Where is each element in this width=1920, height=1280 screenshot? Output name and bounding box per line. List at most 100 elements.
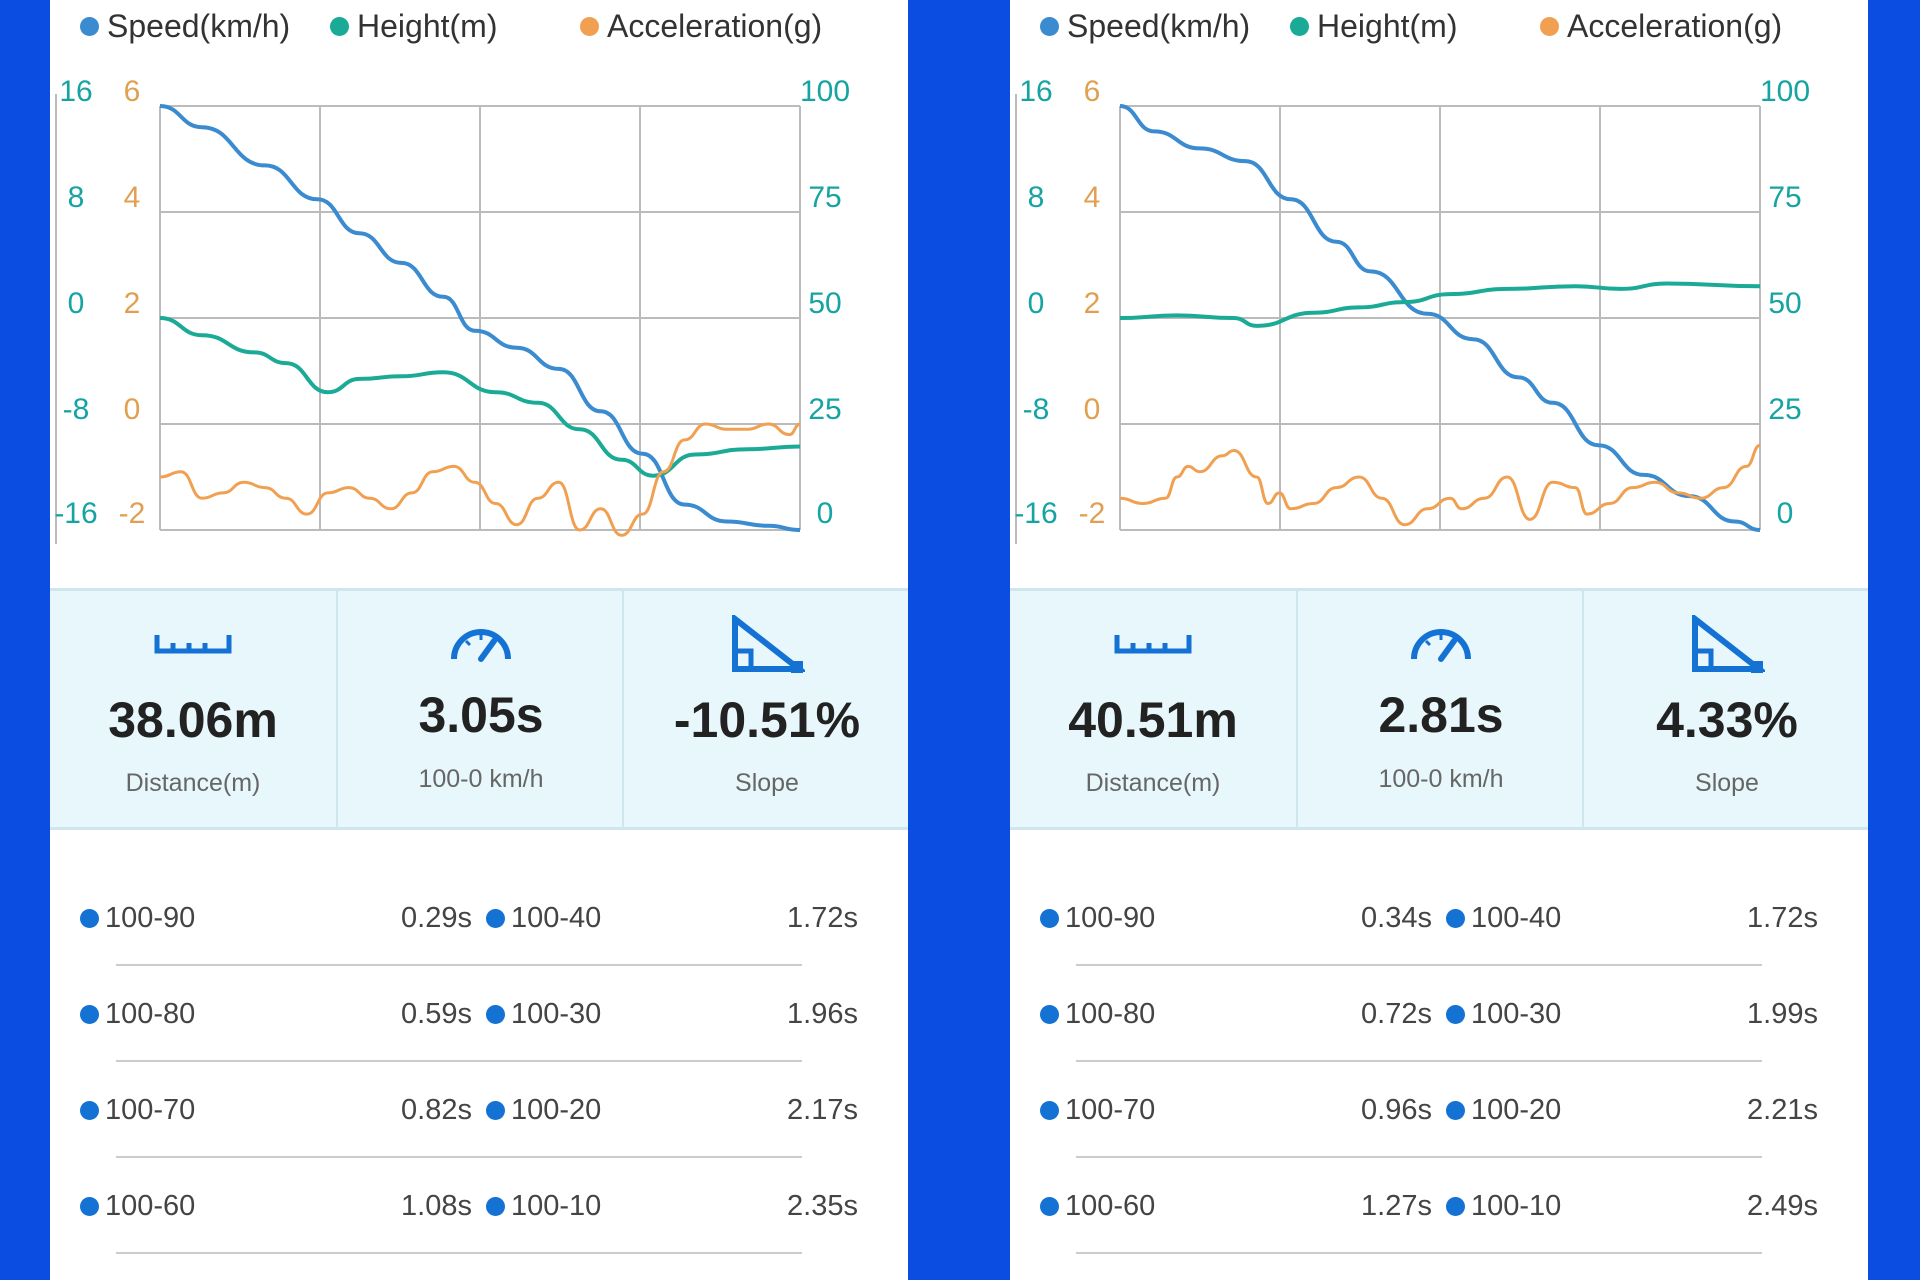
split-left: 100-80 — [1040, 998, 1155, 1031]
tick-label: -16 — [54, 497, 97, 530]
bullet-dot-icon — [1040, 1005, 1059, 1024]
legend-item[interactable]: Height(m) — [1290, 8, 1457, 45]
legend-dot-icon — [580, 17, 599, 36]
row-divider — [116, 1156, 802, 1158]
stat-label: Slope — [1695, 769, 1759, 797]
tick-label: 50 — [1768, 287, 1801, 320]
tick-label: 16 — [1019, 75, 1052, 108]
legend-dot-icon — [1540, 17, 1559, 36]
bullet-dot-icon — [80, 1101, 99, 1120]
split-left: 100-90 — [80, 902, 195, 935]
tick-label: 75 — [1768, 181, 1801, 214]
row-divider — [1076, 1060, 1762, 1062]
row-divider — [116, 964, 802, 966]
distance-stat: 40.51m Distance(m) — [1010, 591, 1296, 827]
legend-dot-icon — [80, 17, 99, 36]
split-left: 100-60 — [80, 1190, 195, 1223]
tick-label: -8 — [63, 393, 90, 426]
split-time-value: 1.72s — [787, 902, 858, 934]
time-stat: 3.05s 100-0 km/h — [336, 591, 624, 827]
stats-bar: 40.51m Distance(m) 2.81s 100-0 km/h 4.33% Slo… — [1010, 588, 1868, 830]
split-right: 100-20 — [1446, 1094, 1561, 1127]
legend-item[interactable]: Speed(km/h) — [1040, 8, 1250, 45]
chart-legend: Speed(km/h) Height(m) Acceleration(g) — [50, 0, 908, 52]
split-times-list: 100-90 0.34s 100-40 1.72s 100-80 0.72s 100-30 1… — [1010, 870, 1868, 1280]
split-left: 100-90 — [1040, 902, 1155, 935]
split-time-value: 1.08s — [401, 1190, 472, 1222]
tick-label: 6 — [124, 75, 141, 108]
split-time-value: 2.17s — [787, 1094, 858, 1126]
split-right: 100-10 — [1446, 1190, 1561, 1223]
split-range-label: 100-80 — [105, 998, 196, 1030]
legend-dot-icon — [330, 17, 349, 36]
split-range-label: 100-40 — [511, 902, 602, 934]
bullet-dot-icon — [80, 1005, 99, 1024]
split-left: 100-70 — [80, 1094, 195, 1127]
height-series-line — [159, 316, 801, 478]
split-range-label: 100-20 — [1471, 1094, 1562, 1126]
split-time-value: 1.96s — [787, 998, 858, 1030]
ruler-icon — [154, 635, 232, 654]
row-divider — [1076, 1252, 1762, 1254]
bullet-dot-icon — [1040, 1101, 1059, 1120]
row-divider — [116, 1252, 802, 1254]
stat-value: 40.51m — [1068, 692, 1238, 748]
time-stat: 2.81s 100-0 km/h — [1296, 591, 1584, 827]
stat-value: -10.51% — [673, 692, 861, 748]
split-row: 100-70 0.96s 100-20 2.21s — [1010, 1062, 1868, 1158]
legend-item[interactable]: Acceleration(g) — [580, 8, 822, 45]
bullet-dot-icon — [1446, 909, 1465, 928]
tick-label: 0 — [124, 393, 141, 426]
split-times-list: 100-90 0.29s 100-40 1.72s 100-80 0.59s 100-30 1… — [50, 870, 908, 1280]
legend-item[interactable]: Acceleration(g) — [1540, 8, 1782, 45]
tick-label: -8 — [1023, 393, 1050, 426]
bullet-dot-icon — [1446, 1197, 1465, 1216]
split-range-label: 100-10 — [511, 1190, 602, 1222]
legend-item[interactable]: Speed(km/h) — [80, 8, 290, 45]
split-range-label: 100-70 — [105, 1094, 196, 1126]
split-left: 100-60 — [1040, 1190, 1155, 1223]
legend-dot-icon — [1040, 17, 1059, 36]
legend-label: Acceleration(g) — [1567, 8, 1783, 44]
split-time-value: 1.72s — [1747, 902, 1818, 934]
acceleration-series-line — [1119, 443, 1761, 527]
stat-value: 4.33% — [1656, 692, 1798, 748]
right-result-panel: Speed(km/h) Height(m) Acceleration(g) 16 8 0 -… — [1010, 0, 1868, 1280]
height-series-line — [1119, 281, 1761, 328]
stat-label: Distance(m) — [125, 769, 261, 797]
tick-label: 75 — [808, 181, 841, 214]
tick-label: 0 — [817, 497, 834, 530]
split-time-value: 2.49s — [1747, 1190, 1818, 1222]
bullet-dot-icon — [486, 909, 505, 928]
split-time-value: 2.21s — [1747, 1094, 1818, 1126]
legend-dot-icon — [1290, 17, 1309, 36]
split-range-label: 100-60 — [1065, 1190, 1156, 1222]
stats-bar: 38.06m Distance(m) 3.05s 100-0 km/h -10.51% S… — [50, 588, 908, 830]
row-divider — [116, 1060, 802, 1062]
split-range-label: 100-40 — [1471, 902, 1562, 934]
tick-label: 8 — [1028, 181, 1045, 214]
speedometer-icon — [1411, 629, 1471, 662]
split-right: 100-20 — [486, 1094, 601, 1127]
tick-label: 4 — [124, 181, 141, 214]
split-time-value: 1.27s — [1361, 1190, 1432, 1222]
legend-label: Speed(km/h) — [107, 8, 291, 44]
split-right: 100-30 — [486, 998, 601, 1031]
tick-label: 4 — [1084, 181, 1101, 214]
split-time-value: 0.59s — [401, 998, 472, 1030]
line-chart: 16 8 0 -8 -16 6 4 2 0 -2 100 75 50 25 0 — [1014, 75, 1810, 544]
legend-label: Height(m) — [1317, 8, 1458, 44]
tick-label: 16 — [59, 75, 92, 108]
split-right: 100-40 — [486, 902, 601, 935]
split-time-value: 0.29s — [401, 902, 472, 934]
tick-label: 25 — [1768, 393, 1801, 426]
split-time-value: 1.99s — [1747, 998, 1818, 1030]
legend-item[interactable]: Height(m) — [330, 8, 497, 45]
legend-label: Height(m) — [357, 8, 498, 44]
bullet-dot-icon — [80, 909, 99, 928]
split-range-label: 100-30 — [1471, 998, 1562, 1030]
split-row: 100-80 0.59s 100-30 1.96s — [50, 966, 908, 1062]
split-time-value: 0.72s — [1361, 998, 1432, 1030]
tick-label: -16 — [1014, 497, 1057, 530]
bullet-dot-icon — [1446, 1101, 1465, 1120]
